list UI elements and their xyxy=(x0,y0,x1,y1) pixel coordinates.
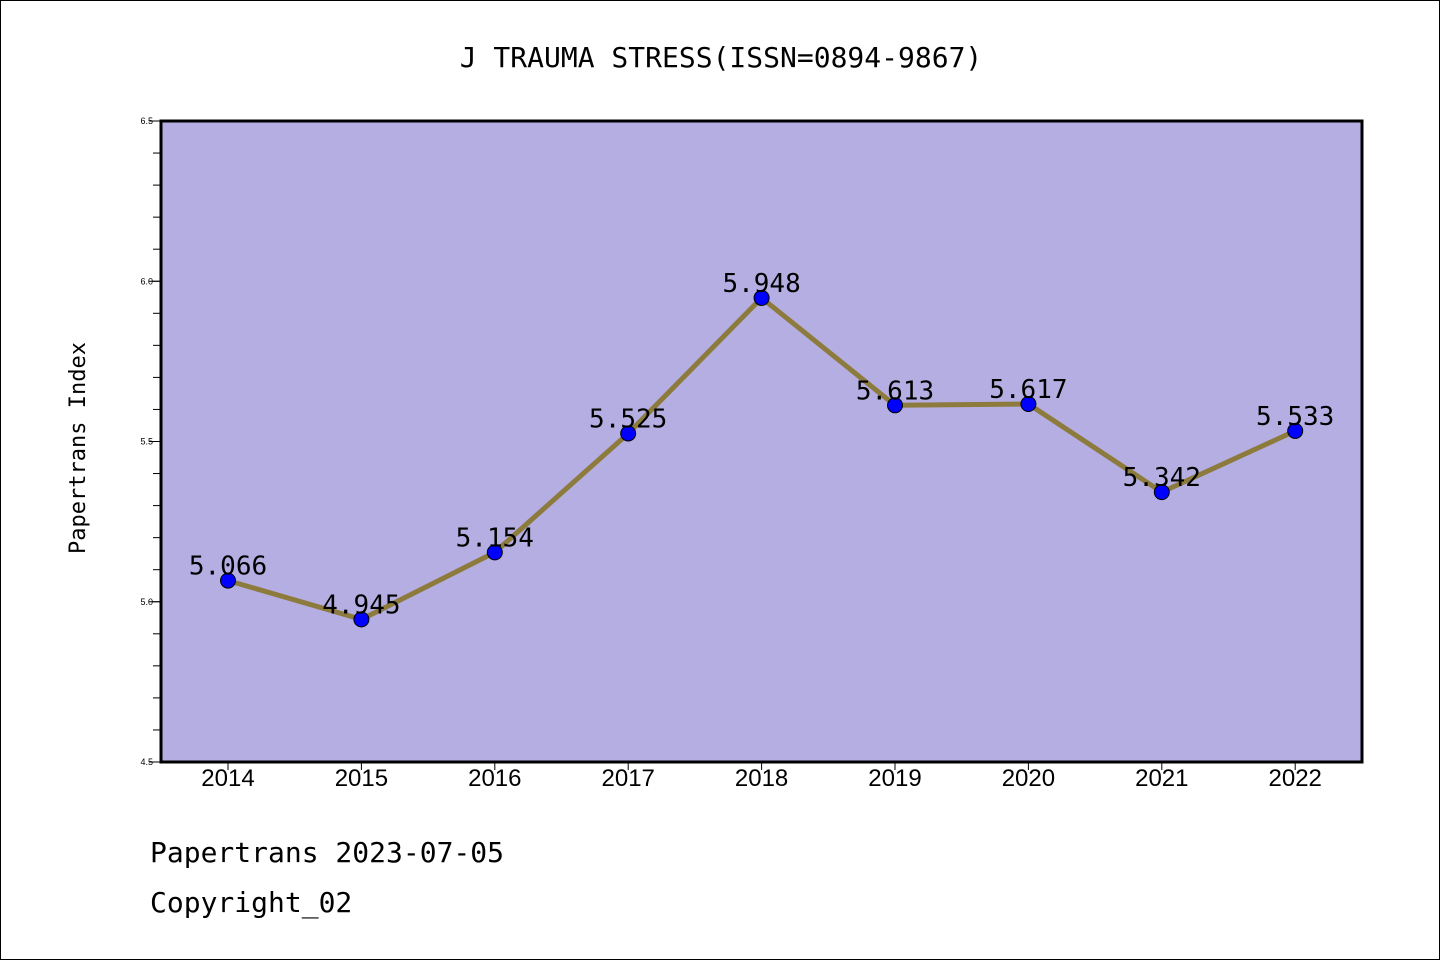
data-labels: 5.066 4.945 5.154 5.525 5.948 5.613 5.617 5.342… xyxy=(189,269,1334,620)
data-label: 4.945 xyxy=(322,590,400,620)
y-tick-label: 6.0 xyxy=(140,276,153,286)
footer-copyright-line: Copyright_02 xyxy=(150,886,353,919)
data-point xyxy=(1020,396,1037,413)
data-label: 5.525 xyxy=(589,404,667,434)
data-label: 5.154 xyxy=(456,523,534,553)
data-point xyxy=(1153,484,1170,501)
data-label: 5.613 xyxy=(856,376,934,406)
data-point xyxy=(887,397,903,414)
x-tick-label: 2020 xyxy=(1002,765,1055,792)
y-tick-label: 4.5 xyxy=(140,757,153,767)
y-tick-label: 6.5 xyxy=(140,116,153,126)
plot-area xyxy=(161,121,1362,762)
plot-border xyxy=(159,119,1364,764)
series-markers xyxy=(220,289,1304,628)
x-tick-label: 2016 xyxy=(468,765,521,792)
data-label: 5.617 xyxy=(989,375,1067,405)
x-tick-label: 2014 xyxy=(201,765,254,792)
data-label: 5.533 xyxy=(1256,402,1334,432)
data-point xyxy=(620,425,637,442)
x-tick-label: 2021 xyxy=(1135,765,1188,792)
data-point xyxy=(353,611,370,628)
x-axis: 2014 2015 2016 2017 2018 2019 2020 2021 2022 xyxy=(201,762,1322,792)
data-point xyxy=(486,544,503,561)
x-tick-label: 2017 xyxy=(602,765,655,792)
y-tick-label: 5.5 xyxy=(140,437,153,447)
x-tick-label: 2019 xyxy=(868,765,921,792)
data-label: 5.342 xyxy=(1123,463,1201,493)
x-tick-label: 2018 xyxy=(735,765,788,792)
x-tick-label: 2022 xyxy=(1269,765,1322,792)
data-point xyxy=(1287,422,1304,439)
data-point xyxy=(220,572,236,589)
y-axis-label: Papertrans Index xyxy=(66,342,91,554)
y-axis: 4.5 5.0 5.5 6.0 6.5 xyxy=(140,116,161,767)
data-label: 5.066 xyxy=(189,552,267,582)
y-tick-label: 5.0 xyxy=(140,597,153,607)
data-label: 5.948 xyxy=(722,269,800,299)
footer-date-line: Papertrans 2023-07-05 xyxy=(150,836,505,869)
chart-title: J TRAUMA STRESS(ISSN=0894-9867) xyxy=(460,41,983,74)
x-tick-label: 2015 xyxy=(335,765,388,792)
data-point xyxy=(753,289,770,306)
